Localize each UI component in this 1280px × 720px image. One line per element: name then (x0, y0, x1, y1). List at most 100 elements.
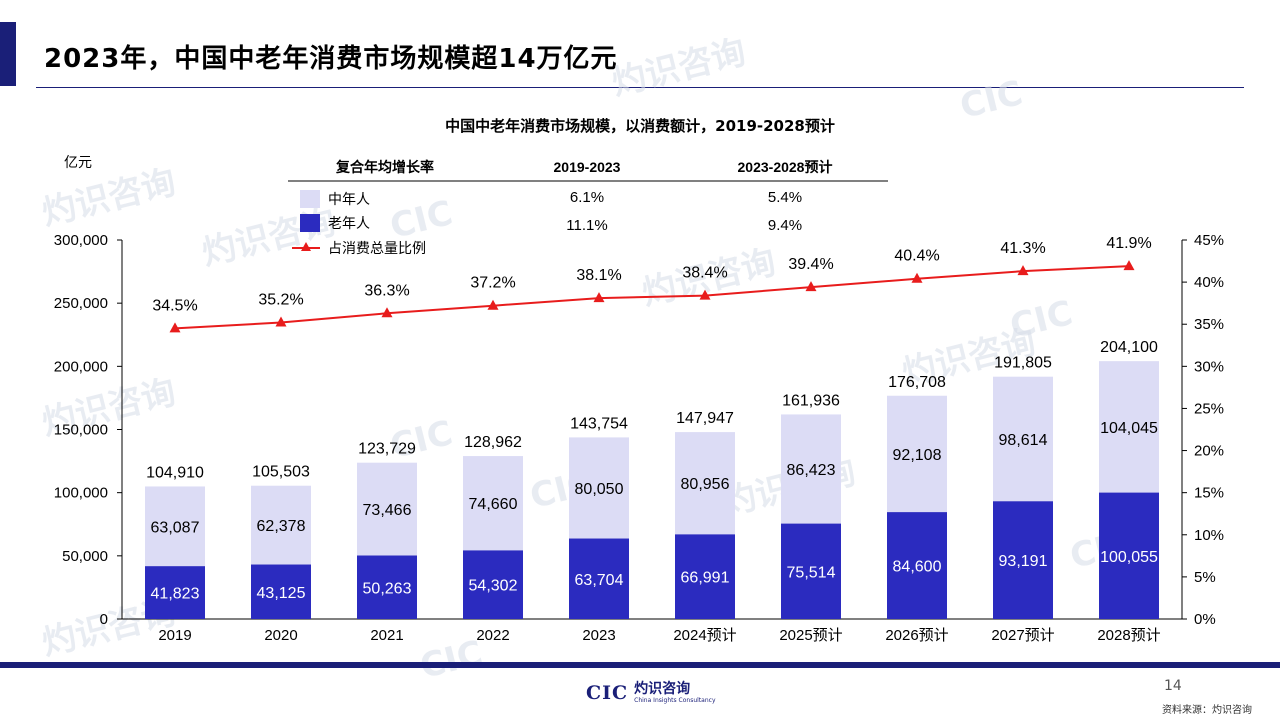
ratio-point (487, 299, 499, 310)
legend-swatch-elderly (300, 214, 320, 232)
bar-elderly (993, 501, 1053, 619)
bar-elderly (251, 564, 311, 619)
y-tick-label: 50,000 (62, 548, 108, 565)
bar-total-label: 128,962 (464, 434, 522, 451)
ratio-label: 36.3% (364, 282, 409, 299)
cic-logo-mark: CIC (586, 682, 629, 704)
bar-elderly (357, 555, 417, 619)
y2-tick-label: 30% (1194, 358, 1224, 375)
ratio-label: 39.4% (788, 256, 833, 273)
cagr-header: 2019-2023 (554, 159, 621, 175)
y2-tick-label: 20% (1194, 443, 1224, 460)
cagr-header: 复合年均增长率 (335, 159, 434, 175)
bar-label-middle-aged: 74,660 (469, 496, 518, 513)
ratio-point (381, 307, 393, 318)
legend-label-middle-aged: 中年人 (328, 191, 370, 207)
chart-title: 中国中老年消费市场规模，以消费额计，2019-2028预计 (445, 117, 835, 135)
slide-title: 2023年，中国中老年消费市场规模超14万亿元 (44, 44, 618, 74)
bar-label-elderly: 63,704 (575, 572, 624, 589)
bar-label-elderly: 75,514 (787, 564, 836, 581)
y2-tick-label: 10% (1194, 527, 1224, 544)
ratio-point (275, 316, 287, 327)
company-tagline: China Insights Consultancy (634, 697, 716, 704)
cagr-value: 6.1% (570, 189, 604, 206)
y-tick-label: 250,000 (54, 295, 108, 312)
cagr-value: 5.4% (768, 189, 802, 206)
ratio-point (593, 292, 605, 303)
x-tick-label: 2023 (582, 627, 615, 644)
y2-tick-label: 0% (1194, 611, 1216, 628)
ratio-point (1017, 265, 1029, 276)
y2-tick-label: 35% (1194, 316, 1224, 333)
bar-total-label: 191,805 (994, 355, 1052, 372)
y2-tick-label: 15% (1194, 485, 1224, 502)
chart: 0 50,000 100,000 150,000 200,000 250,000 300,0… (54, 154, 1224, 644)
bar-elderly (781, 523, 841, 619)
bar-elderly (145, 566, 205, 619)
bar-total-label: 161,936 (782, 392, 840, 409)
ratio-point (805, 281, 817, 292)
y2-tick-label: 45% (1194, 232, 1224, 249)
bar-label-middle-aged: 92,108 (893, 447, 942, 464)
bar-total-label: 123,729 (358, 441, 416, 458)
bar-label-middle-aged: 80,050 (575, 481, 624, 498)
bar-label-middle-aged: 80,956 (681, 476, 730, 493)
ratio-label: 41.3% (1000, 240, 1045, 257)
bar-label-middle-aged: 86,423 (787, 462, 836, 479)
bar-elderly (887, 512, 947, 619)
y-tick-label: 0 (100, 611, 108, 628)
footer-band (0, 662, 1280, 668)
bar-label-middle-aged: 98,614 (999, 432, 1048, 449)
ratio-label: 35.2% (258, 292, 303, 309)
cagr-value: 9.4% (768, 217, 802, 234)
ratio-label: 34.5% (152, 297, 197, 314)
legend-marker-ratio (301, 242, 311, 251)
ratio-label: 38.1% (576, 267, 621, 284)
ratio-point (699, 289, 711, 300)
x-tick-label: 2028预计 (1097, 627, 1160, 644)
y-axis-title: 亿元 (64, 154, 92, 170)
x-tick-label: 2019 (158, 627, 191, 644)
y2-tick-label: 25% (1194, 400, 1224, 417)
x-tick-label: 2026预计 (885, 627, 948, 644)
bar-label-middle-aged: 63,087 (151, 519, 200, 536)
bar-elderly (463, 550, 523, 619)
x-tick-label: 2021 (370, 627, 403, 644)
bar-total-label: 105,503 (252, 464, 310, 481)
bar-middle-aged (887, 395, 947, 513)
bar-middle-aged (993, 376, 1053, 502)
ratio-point (1123, 260, 1135, 271)
bar-label-middle-aged: 62,378 (257, 518, 306, 535)
bar-middle-aged (357, 462, 417, 556)
footer-logo: CIC 灼识咨询 China Insights Consultancy (586, 682, 716, 704)
ratio-line (174, 265, 1130, 330)
x-tick-label: 2022 (476, 627, 509, 644)
bar-total-label: 104,910 (146, 464, 204, 481)
y-tick-label: 150,000 (54, 422, 108, 439)
title-accent-bar (0, 22, 16, 86)
legend-swatch-middle-aged (300, 190, 320, 208)
bar-middle-aged (145, 486, 205, 567)
bar-middle-aged (675, 432, 735, 535)
bar-middle-aged (463, 456, 523, 551)
x-tick-label: 2025预计 (779, 627, 842, 644)
bar-label-elderly: 100,055 (1100, 549, 1158, 566)
ratio-point (169, 322, 181, 333)
bar-label-elderly: 54,302 (469, 578, 518, 595)
cagr-value: 11.1% (566, 217, 607, 234)
bar-middle-aged (781, 414, 841, 524)
ratio-label: 37.2% (470, 275, 515, 292)
bar-label-middle-aged: 104,045 (1100, 420, 1158, 437)
y-tick-label: 300,000 (54, 232, 108, 249)
legend-label-ratio: 占消费总量比例 (328, 240, 426, 256)
ratio-label: 38.4% (682, 265, 727, 282)
ratio-point (911, 272, 923, 283)
ratio-label: 41.9% (1106, 235, 1151, 252)
y-tick-label: 200,000 (54, 358, 108, 375)
bar-label-elderly: 84,600 (893, 559, 942, 576)
bar-total-label: 143,754 (570, 415, 628, 432)
bar-label-elderly: 50,263 (363, 580, 412, 597)
bar-label-elderly: 66,991 (681, 570, 730, 587)
company-name: 灼识咨询 (634, 681, 691, 697)
bar-label-elderly: 41,823 (151, 586, 200, 603)
